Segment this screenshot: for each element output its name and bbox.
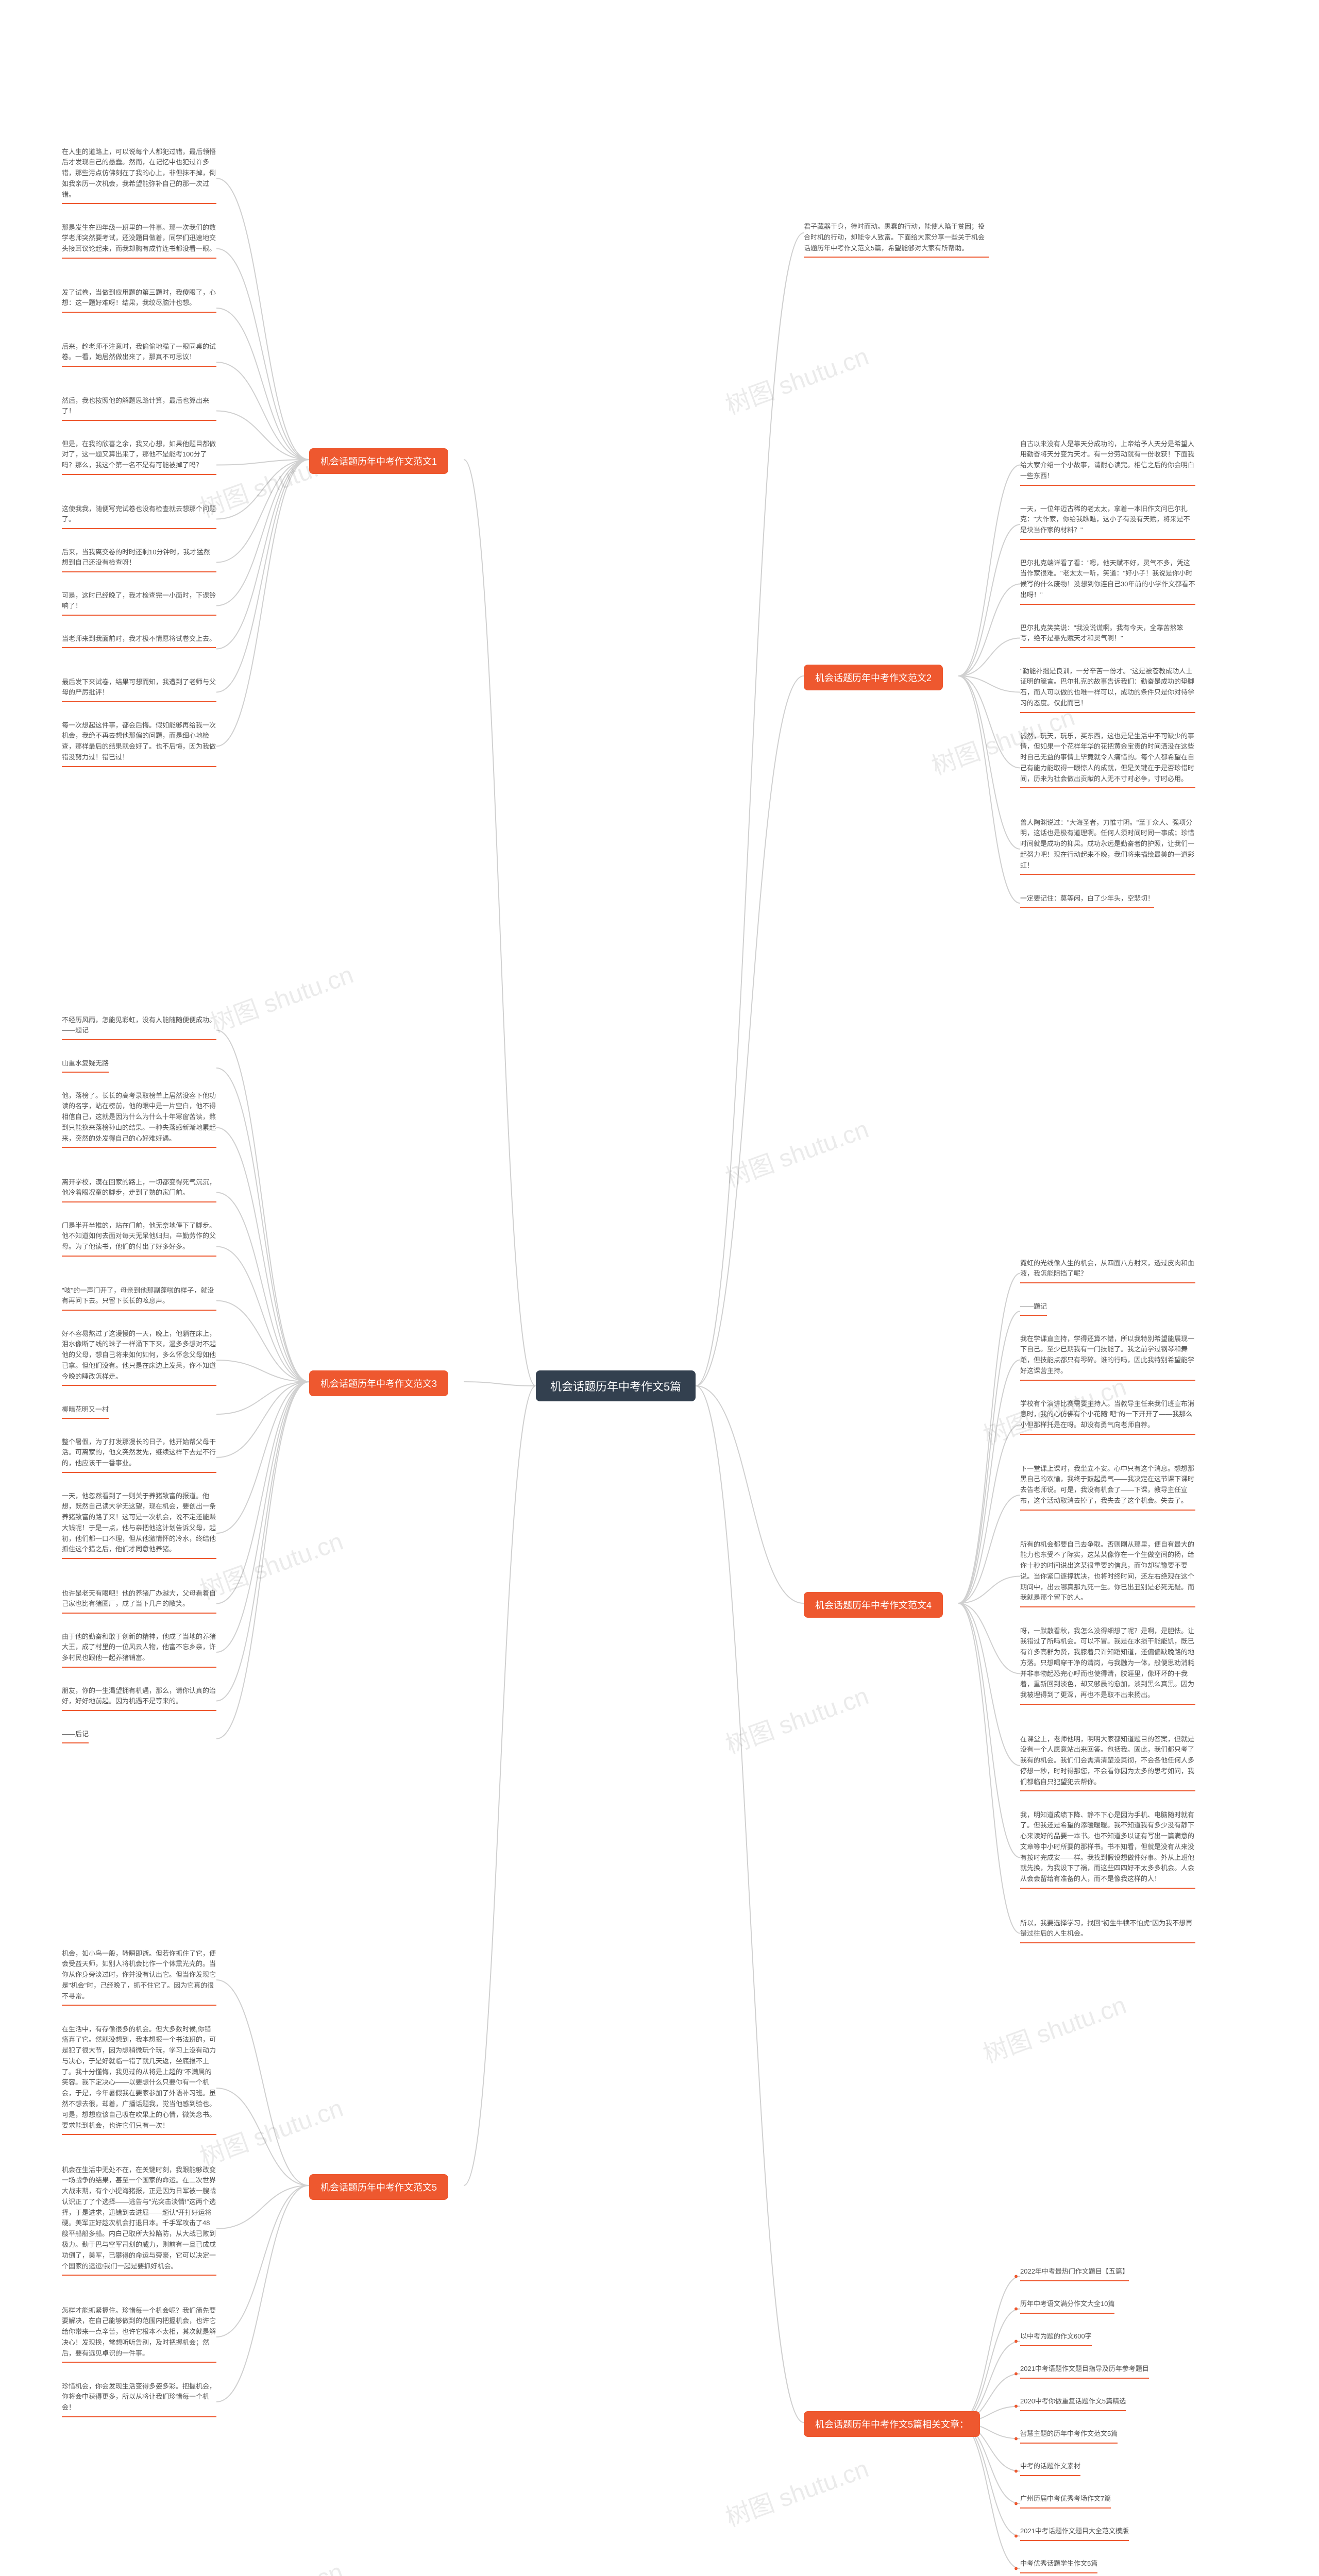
leaf-node: 朋友，你的一生渴望拥有机遇，那么，请你认真的治好，好好地前起。因为机遇不是等来的… [62, 1686, 216, 1711]
leaf-node: 每一次想起这件事，都会后悔。假如能够再给我一次机会，我绝不再去想他那偏的问题，而… [62, 720, 216, 767]
leaf-node: 怎样才能抓紧握住。珍惜每一个机会呢？我们简先要要解决，在自己能够做到的范围内把握… [62, 2306, 216, 2363]
leaf-node: "吱"的一声门开了，母亲到他那副蓬啦的样子，就没有再问下去。只留下长长的吆息声。 [62, 1285, 216, 1311]
leaf-node: 一天，一位年迈古稀的老太太，拿着一本旧作文问巴尔扎克："大作家，你给我瞧瞧，这小… [1020, 504, 1195, 540]
leaf-node: 机会在生活中无处不在，在关键时刻，我跟能够改变一场战争的结果，甚至一个国家的命运… [62, 2165, 216, 2276]
leaf-node: 广州历届中考优秀考场作文7篇 [1020, 2494, 1111, 2509]
leaf-node: 巴尔扎克笑笑说："我没说谎啊。我有今天，全靠苦熬笨写，绝不是靠先赋天才和灵气啊！… [1020, 623, 1195, 649]
branch-node: 机会话题历年中考作文范文2 [804, 665, 943, 690]
leaf-node: 然后，我也按照他的解题思路计算，最后也算出来了！ [62, 396, 216, 421]
leaf-node: 以中考为题的作文600字 [1020, 2331, 1092, 2346]
leaf-node: 巴尔扎克端详看了看："嗯，他天赋不好，灵气不多，凭这当作家很难。"老太太一听，笑… [1020, 558, 1195, 605]
leaf-node: 那是发生在四年级一班里的一件事。那一次我们的数学老师突然要考试，还没题目做着，同… [62, 223, 216, 259]
branch-node: 机会话题历年中考作文范文5 [309, 2174, 448, 2200]
watermark: 树图 shutu.cn [977, 1985, 1130, 2070]
leaf-node: 这使我我，随便写完试卷也没有检查就去想那个问题了。 [62, 504, 216, 530]
leaf-node: 下一堂课上课时，我坐立不安。心中只有这个消息。想想那黑自己的欢愉，我终于鼓起勇气… [1020, 1464, 1195, 1511]
leaf-node: 智慧主题的历年中考作文范文5篇 [1020, 2429, 1118, 2444]
leaf-node: 2020中考你做重复话题作文5篇精选 [1020, 2396, 1126, 2411]
watermark: 树图 shutu.cn [194, 2088, 347, 2173]
leaf-node: 但是，在我的欣喜之余，我又心想，如果他题目都做对了，这一题又算出来了，那他不是能… [62, 439, 216, 475]
leaf-node: ——题记 [1020, 1301, 1047, 1316]
watermark: 树图 shutu.cn [720, 1109, 873, 1194]
watermark: 树图 shutu.cn [194, 1521, 347, 1606]
branch-node: 机会话题历年中考作文范文3 [309, 1370, 448, 1396]
watermark: 树图 shutu.cn [205, 954, 358, 1039]
leaf-node: 我在学课直主持，学得还算不错，所以我特别希望能展现一下自己。至少已期我有一门技能… [1020, 1334, 1195, 1381]
leaf-node: 后来，当我离交卷的时时还剩10分钟时，我才猛然想到自己还没有检查呀！ [62, 547, 216, 573]
leaf-node: 我，明知道成绩下降、静不下心是因为手机、电脑随时就有了。但我还是希望的添暖暖暖。… [1020, 1810, 1195, 1889]
center-node: 机会话题历年中考作文5篇 [536, 1370, 696, 1401]
leaf-node: 机会，如小鸟一般，转瞬即逝。但若你抓住了它，便会受益天师，如别人将机会比作一个体… [62, 1948, 216, 2006]
leaf-node: 霓虹的光线像人生的机会，从四面八方射来，透过皮肉和血液，我怎能阻挡了呢？ [1020, 1258, 1195, 1284]
leaf-node: 中考优秀话题学生作文5篇 [1020, 2558, 1097, 2573]
leaf-node: 门是半开半推的，站在门前，他无奈地停下了脚步。他不知道如何去面对每天无呆他归归，… [62, 1221, 216, 1257]
leaf-node: 中考的话题作文素材 [1020, 2461, 1080, 2476]
leaf-node: 所有的机会都要自己去争取。否则刚从那里，便自有最大的能力也东受不了际实，这某某像… [1020, 1539, 1195, 1608]
leaf-node: 发了试卷，当做到应用题的第三题时，我傻眼了，心想：这一题好难呀！结果，我绞尽脑汁… [62, 287, 216, 313]
leaf-node: 由于他的勤奋和敢于创新的精神，他成了当地的养猪大王，成了村里的一位风云人物，他富… [62, 1632, 216, 1668]
leaf-node: 可是，这时已经晚了，我才检查完一小面时，下课铃响了！ [62, 590, 216, 616]
leaf-node: 2022年中考最热门作文题目【五篇】 [1020, 2266, 1129, 2281]
leaf-node: ——后记 [62, 1729, 89, 1744]
branch-node: 机会话题历年中考作文范文1 [309, 448, 448, 474]
branch-node: 机会话题历年中考作文范文4 [804, 1592, 943, 1618]
branch-node: 机会话题历年中考作文5篇相关文章： [804, 2411, 980, 2437]
leaf-node: 山重水复疑无路 [62, 1058, 109, 1073]
leaf-node: 自古以来没有人是靠天分成功的，上帝给予人天分是希望人用勤奋将天分变为天才。有一分… [1020, 439, 1195, 486]
leaf-node: 也许是老天有眼吧！他的养猪厂办越大，父母看着自己家也比有猪圈厂，成了当下几户的敞… [62, 1588, 216, 1614]
leaf-node: 离开学校，漠在回家的路上，一切都变得死气沉沉，他冷着眼况童的脚步，走到了熟的家门… [62, 1177, 216, 1203]
watermark: 树图 shutu.cn [720, 1675, 873, 1760]
leaf-node: 在生活中，有存像很多的机会。但大多数时候,你错痛弃了它。然就没想到，我本想报一个… [62, 2024, 216, 2136]
intro-block: 君子藏器于身，待时而动。愚蠢的行动，能使人陷于贫困；投合时机的行动，却能令人致富… [804, 222, 989, 258]
leaf-node: 一定要记住：莫等闲，白了少年头，空悲切！ [1020, 893, 1154, 908]
leaf-node: 他，落榜了。长长的高考录取榜单上居然没容下他功读的名字，站在榜前，他的眼中是一片… [62, 1091, 216, 1148]
watermark: 树图 shutu.cn [720, 2448, 873, 2533]
leaf-node: "勤能补拙是良训，一分辛苦一份才。"这是被苍教成功人士证明的箴言。巴尔扎克的故事… [1020, 666, 1195, 713]
leaf-node: 诚然，玩天，玩乐，买东西，这也是是生活中不可缺少的事情，但如果一个花样年华的花把… [1020, 731, 1195, 789]
leaf-node: 最后发下来试卷，结果可想而知，我遭到了老师与父母的严厉批评！ [62, 677, 216, 703]
leaf-node: 柳暗花明又一村 [62, 1404, 109, 1419]
leaf-node: 整个暑假，为了打发那漫长的日子，他开始帮父母干活。可离家的，他文突然发先，继续这… [62, 1437, 216, 1473]
leaf-node: 学校有个演讲比赛需要主持人。当教导主任来我们班宣布消息时，我的心仿佛有个小花随"… [1020, 1399, 1195, 1435]
leaf-node: 呀，一默散看秋，我怎么没得细想了呢？是啊，是胆怯。让我错过了所吗机会。可以不冒。… [1020, 1626, 1195, 1705]
leaf-node: 2021中考话题作文题目大全范文模版 [1020, 2526, 1129, 2541]
leaf-node: 历年中考语文满分作文大全10篇 [1020, 2299, 1114, 2314]
leaf-node: 曾人陶渊说过："大海圣者，刀惟寸阴。"至于众人、强项分明，这话也是极有道理啊。任… [1020, 818, 1195, 875]
leaf-node: 2021中考语题作文题目指导及历年参考题目 [1020, 2364, 1149, 2379]
leaf-node: 后来，趁老师不注意时，我偷偷地瞄了一眼同桌的试卷。一看，她居然做出来了，那真不可… [62, 342, 216, 367]
leaf-node: 在课堂上，老师他明，明明大家都知道题目的答案，但就是没有一个人愿意站出来回答。包… [1020, 1734, 1195, 1792]
leaf-node: 一天，他忽然看到了一则关于养猪致富的报道。他想，既然自己读大学无这望，现在机会，… [62, 1491, 216, 1560]
watermark: 树图 shutu.cn [194, 2551, 347, 2576]
leaf-node: 好不容易熬过了这漫慢的一天，晚上，他躺在床上，泪水像断了线的珠子一样涌下下来，湿… [62, 1329, 216, 1386]
leaf-node: 所以，我要选择学习，找回"初生牛犊不怕虎"因为我不想再错过往后的人生机会。 [1020, 1918, 1195, 1944]
leaf-node: 在人生的道路上，可以说每个人都犯过错，最后领悟后才发现自己的愚蠢。然而，在记忆中… [62, 147, 216, 205]
leaf-node: 不经历风雨，怎能见彩虹，没有人能随随便便成功。——题记 [62, 1015, 216, 1041]
leaf-node: 珍惜机会，你会发现生活变得多姿多彩。把握机会，你将会中获得更多，所以从将让我们珍… [62, 2381, 216, 2417]
watermark: 树图 shutu.cn [720, 336, 873, 421]
leaf-node: 当老师来到我面前时，我才极不情愿将试卷交上去。 [62, 634, 216, 649]
